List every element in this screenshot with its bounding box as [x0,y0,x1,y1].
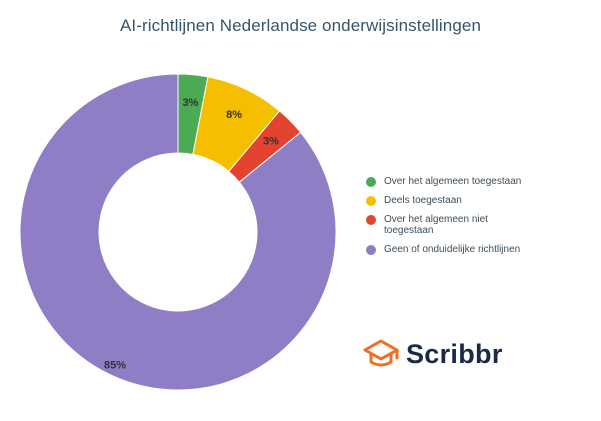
chart-title: AI-richtlijnen Nederlandse onderwijsinst… [119,16,482,35]
legend-label: Over het algemeen niet toegestaan [384,214,488,236]
slice-geen-of-onduidelijke-richtlijnen[interactable] [19,73,337,391]
legend-item[interactable]: Geen of onduidelijke richtlijnen [366,244,566,255]
graduation-cap-icon [363,339,399,367]
legend-marker [366,196,376,206]
legend: Over het algemeen toegestaan Deels toege… [366,176,566,263]
legend-label: Over het algemeen toegestaan [384,176,522,187]
legend-item[interactable]: Over het algemeen toegestaan [366,176,566,187]
slice-label-deels-toegestaan: 8% [226,109,242,121]
legend-marker [366,245,376,255]
legend-label: Deels toegestaan [384,195,462,206]
legend-label: Geen of onduidelijke richtlijnen [384,244,521,255]
slice-label-over-het-algemeen-niet-toegestaan: 3% [263,135,279,147]
brand-name: Scribbr [406,338,503,369]
slice-label-over-het-algemeen-toegestaan: 3% [182,97,198,109]
brand-logo: Scribbr [362,338,503,370]
slice-label-geen-of-onduidelijke-richtlijnen: 85% [104,359,126,371]
legend-marker [366,177,376,187]
legend-marker [366,215,376,225]
legend-item[interactable]: Over het algemeen niet toegestaan [366,214,566,236]
legend-item[interactable]: Deels toegestaan [366,195,566,206]
